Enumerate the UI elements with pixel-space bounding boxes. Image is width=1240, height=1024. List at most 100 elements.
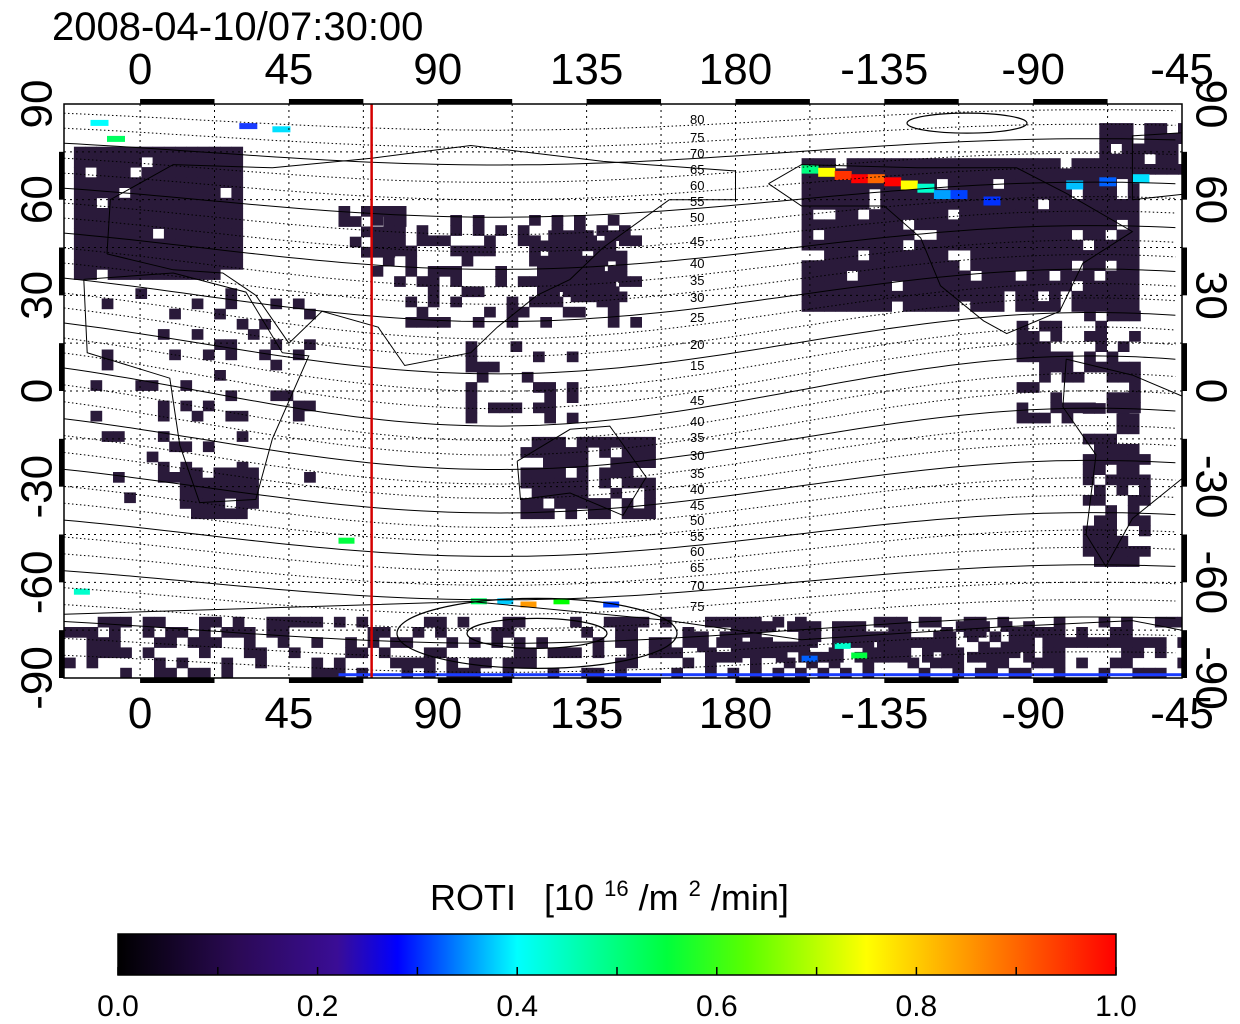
roti-cell bbox=[186, 167, 199, 178]
roti-cell bbox=[947, 260, 960, 271]
roti-cell bbox=[468, 637, 481, 648]
roti-cell bbox=[1105, 443, 1117, 455]
roti-cell bbox=[902, 250, 915, 261]
roti-cell bbox=[1116, 413, 1129, 424]
roti-cell bbox=[547, 667, 560, 678]
roti-cell bbox=[865, 651, 878, 663]
roti-cell bbox=[531, 447, 544, 458]
roti-cell bbox=[809, 631, 822, 643]
roti-cell bbox=[1071, 290, 1084, 302]
roti-cell bbox=[832, 621, 844, 632]
roti-cell bbox=[356, 616, 369, 628]
roti-cell bbox=[1027, 331, 1040, 342]
roti-cell bbox=[236, 431, 249, 442]
roti-cell bbox=[533, 402, 545, 414]
roti-cell bbox=[75, 627, 87, 638]
roti-cell bbox=[236, 477, 248, 489]
roti-cell bbox=[1105, 556, 1117, 567]
roti-cell bbox=[1004, 229, 1016, 241]
roti-cell bbox=[857, 219, 870, 231]
roti-cell bbox=[531, 487, 544, 499]
roti-cell bbox=[880, 280, 892, 292]
roti-cell bbox=[1082, 188, 1095, 200]
roti-cell bbox=[970, 250, 982, 261]
roti-cell bbox=[753, 621, 765, 632]
roti-cell bbox=[959, 280, 971, 292]
roti-cell bbox=[1127, 423, 1140, 435]
roti-cell bbox=[576, 436, 589, 448]
roti-cell bbox=[163, 228, 176, 240]
roti-cell bbox=[1110, 153, 1123, 165]
roti-cell bbox=[730, 631, 743, 643]
contour-label: 45 bbox=[690, 393, 704, 408]
roti-cell bbox=[1071, 250, 1084, 261]
roti-cell bbox=[738, 647, 751, 659]
roti-cell bbox=[947, 239, 960, 251]
roti-cell bbox=[383, 216, 396, 227]
right-latitude-labels: -90 -60 -30 0 30 60 90 bbox=[1186, 80, 1235, 710]
left-latitude-label: -60 bbox=[13, 551, 62, 615]
roti-cell bbox=[970, 280, 982, 292]
roti-cell bbox=[1015, 260, 1027, 271]
roti-cell bbox=[1050, 320, 1063, 332]
roti-cell bbox=[787, 621, 799, 632]
roti-cell bbox=[372, 206, 384, 217]
roti-cell bbox=[648, 637, 661, 648]
roti-cell bbox=[604, 271, 617, 282]
roti-cell bbox=[220, 156, 232, 168]
roti-cell bbox=[869, 270, 881, 282]
roti-cell bbox=[851, 637, 863, 648]
roti-cell bbox=[1015, 168, 1027, 180]
roti-cell bbox=[615, 230, 628, 241]
roti-cell bbox=[537, 281, 549, 292]
roti-cell bbox=[1050, 402, 1063, 414]
roti-cell bbox=[604, 291, 617, 303]
roti-cell bbox=[427, 276, 440, 287]
bottom-longitude-label: 180 bbox=[699, 689, 772, 738]
roti-cell bbox=[1105, 535, 1117, 547]
roti-cell bbox=[599, 477, 611, 489]
left-latitude-label: 90 bbox=[13, 80, 62, 129]
roti-cell bbox=[970, 199, 982, 210]
roti-cell bbox=[225, 390, 238, 402]
roti-cell bbox=[488, 361, 500, 373]
roti-cell bbox=[1042, 637, 1055, 648]
roti-cell bbox=[824, 158, 836, 169]
roti-cell bbox=[208, 156, 221, 168]
roti-cell bbox=[1116, 209, 1129, 220]
roti-cell bbox=[90, 380, 103, 391]
roti-cell bbox=[1004, 199, 1016, 210]
mlat-contour bbox=[64, 109, 1176, 131]
roti-cell bbox=[824, 280, 836, 292]
roti-cell bbox=[559, 281, 572, 292]
roti-cell bbox=[142, 647, 155, 659]
roti-cell bbox=[857, 199, 870, 210]
roti-cell bbox=[1094, 443, 1106, 455]
roti-cell bbox=[1116, 250, 1129, 261]
roti-cell bbox=[914, 301, 926, 312]
roti-cell bbox=[801, 178, 814, 190]
roti-cell bbox=[992, 250, 1005, 261]
roti-cell bbox=[394, 245, 406, 257]
roti-cell bbox=[152, 238, 165, 250]
left-latitude-label: 30 bbox=[13, 271, 62, 320]
roti-cell bbox=[1015, 209, 1027, 220]
roti-cell bbox=[141, 187, 154, 199]
roti-cell bbox=[992, 280, 1005, 292]
roti-cell bbox=[593, 240, 605, 252]
map-grid bbox=[64, 104, 1182, 678]
roti-cell-high bbox=[983, 196, 1001, 206]
roti-cell bbox=[981, 250, 994, 261]
roti-cell-high bbox=[73, 588, 90, 595]
roti-cell bbox=[435, 627, 447, 638]
mlat-contour bbox=[64, 599, 1176, 630]
roti-cell bbox=[947, 219, 960, 231]
roti-cell bbox=[450, 266, 462, 277]
roti-cell bbox=[1061, 371, 1074, 383]
roti-cell bbox=[880, 250, 892, 261]
roti-cell bbox=[225, 288, 238, 299]
roti-cell bbox=[907, 657, 920, 669]
roti-cell bbox=[812, 199, 825, 210]
roti-cell bbox=[902, 158, 915, 169]
roti-cell bbox=[902, 188, 915, 200]
